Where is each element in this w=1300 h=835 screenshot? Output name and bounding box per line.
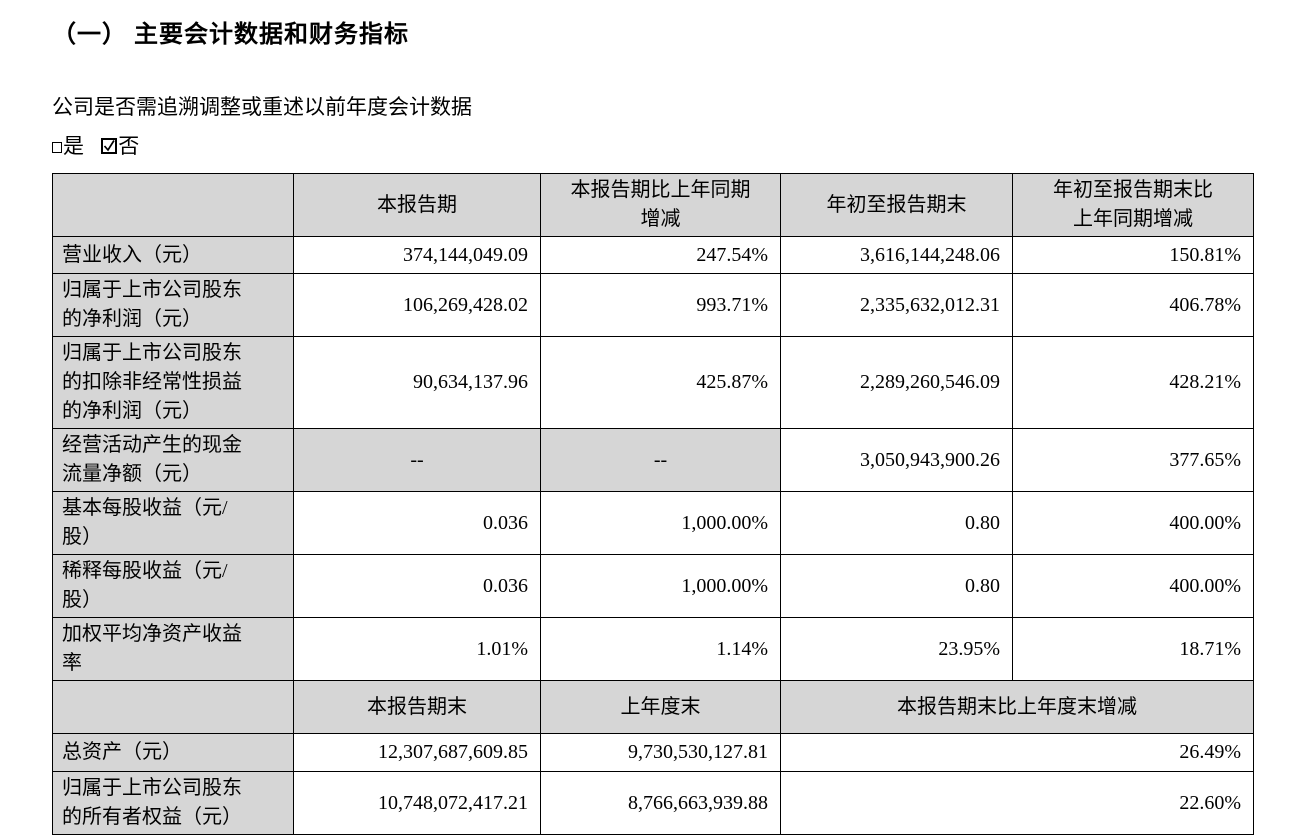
value-cell: 428.21% [1012,336,1254,429]
restatement-options: 是 否 [52,132,1253,160]
value-cell: 2,335,632,012.31 [780,273,1013,337]
row-label-cell: 归属于上市公司股东 的所有者权益（元） [52,771,294,835]
column-header-empty [52,173,294,237]
value-cell: 1.14% [540,617,781,681]
column-header-ytd: 年初至报告期末 [780,173,1013,237]
row-label-cell: 加权平均净资产收益 率 [52,617,294,681]
table-row-revenue: 营业收入（元） 374,144,049.09 247.54% 3,616,144… [52,236,1254,274]
table-row-owners-equity: 归属于上市公司股东 的所有者权益（元） 10,748,072,417.21 8,… [52,771,1254,835]
section-title: （一） 主要会计数据和财务指标 [52,22,409,48]
value-cell: 3,050,943,900.26 [780,428,1013,492]
value-cell: 2,289,260,546.09 [780,336,1013,429]
value-cell: 26.49% [780,733,1254,772]
row-label-cell: 营业收入（元） [52,236,294,274]
row-label-cell: 归属于上市公司股东 的扣除非经常性损益 的净利润（元） [52,336,294,429]
value-cell: 3,616,144,248.06 [780,236,1013,274]
table-row-operating-cash-flow: 经营活动产生的现金 流量净额（元） -- -- 3,050,943,900.26… [52,428,1254,492]
column-header-ytd-yoy-change: 年初至报告期末比 上年同期增减 [1012,173,1254,237]
option-no: 否 [101,134,139,158]
value-cell: 0.036 [293,491,541,555]
value-cell: 106,269,428.02 [293,273,541,337]
value-cell: 0.80 [780,554,1013,618]
value-cell: 22.60% [780,771,1254,835]
checkbox-unchecked-icon [52,142,62,153]
value-cell: 425.87% [540,336,781,429]
value-cell: 0.036 [293,554,541,618]
value-cell-na: -- [293,428,541,492]
value-cell: 374,144,049.09 [293,236,541,274]
row-label-cell: 基本每股收益（元/ 股） [52,491,294,555]
option-yes-label: 是 [63,134,84,158]
table-header-row-period: 本报告期 本报告期比上年同期 增减 年初至报告期末 年初至报告期末比 上年同期增… [52,173,1254,237]
column-header-period-yoy-change: 本报告期比上年同期 增减 [540,173,781,237]
column-header-end-of-last-year: 上年度末 [540,680,781,734]
column-header-yearend-change: 本报告期末比上年度末增减 [780,680,1254,734]
value-cell: 8,766,663,939.88 [540,771,781,835]
table-row-weighted-avg-roe: 加权平均净资产收益 率 1.01% 1.14% 23.95% 18.71% [52,617,1254,681]
value-cell: 406.78% [1012,273,1254,337]
financial-indicators-table: 本报告期 本报告期比上年同期 增减 年初至报告期末 年初至报告期末比 上年同期增… [52,173,1254,835]
column-header-current-period: 本报告期 [293,173,541,237]
table-header-row-yearend: 本报告期末 上年度末 本报告期末比上年度末增减 [52,680,1254,734]
value-cell: 400.00% [1012,554,1254,618]
table-row-diluted-eps: 稀释每股收益（元/ 股） 0.036 1,000.00% 0.80 400.00… [52,554,1254,618]
option-no-label: 否 [118,134,140,158]
value-cell: 1.01% [293,617,541,681]
table-row-basic-eps: 基本每股收益（元/ 股） 0.036 1,000.00% 0.80 400.00… [52,491,1254,555]
row-label-cell: 总资产（元） [52,733,294,772]
value-cell: 9,730,530,127.81 [540,733,781,772]
value-cell: 90,634,137.96 [293,336,541,429]
row-label-cell: 稀释每股收益（元/ 股） [52,554,294,618]
value-cell: 23.95% [780,617,1013,681]
table-row-net-profit-excl-nonrecurring: 归属于上市公司股东 的扣除非经常性损益 的净利润（元） 90,634,137.9… [52,336,1254,429]
value-cell: 150.81% [1012,236,1254,274]
value-cell: 377.65% [1012,428,1254,492]
restatement-question: 公司是否需追溯调整或重述以前年度会计数据 [52,95,472,119]
value-cell: 12,307,687,609.85 [293,733,541,772]
value-cell: 1,000.00% [540,491,781,555]
checkbox-checked-icon [101,138,118,154]
value-cell: 10,748,072,417.21 [293,771,541,835]
value-cell: 993.71% [540,273,781,337]
row-label-cell: 归属于上市公司股东 的净利润（元） [52,273,294,337]
option-yes: 是 [52,134,84,158]
value-cell-na: -- [540,428,781,492]
column-header-end-of-period: 本报告期末 [293,680,541,734]
value-cell: 247.54% [540,236,781,274]
value-cell: 18.71% [1012,617,1254,681]
value-cell: 1,000.00% [540,554,781,618]
table-row-net-profit: 归属于上市公司股东 的净利润（元） 106,269,428.02 993.71%… [52,273,1254,337]
column-header-empty [52,680,294,734]
value-cell: 0.80 [780,491,1013,555]
value-cell: 400.00% [1012,491,1254,555]
table-row-total-assets: 总资产（元） 12,307,687,609.85 9,730,530,127.8… [52,733,1254,772]
row-label-cell: 经营活动产生的现金 流量净额（元） [52,428,294,492]
